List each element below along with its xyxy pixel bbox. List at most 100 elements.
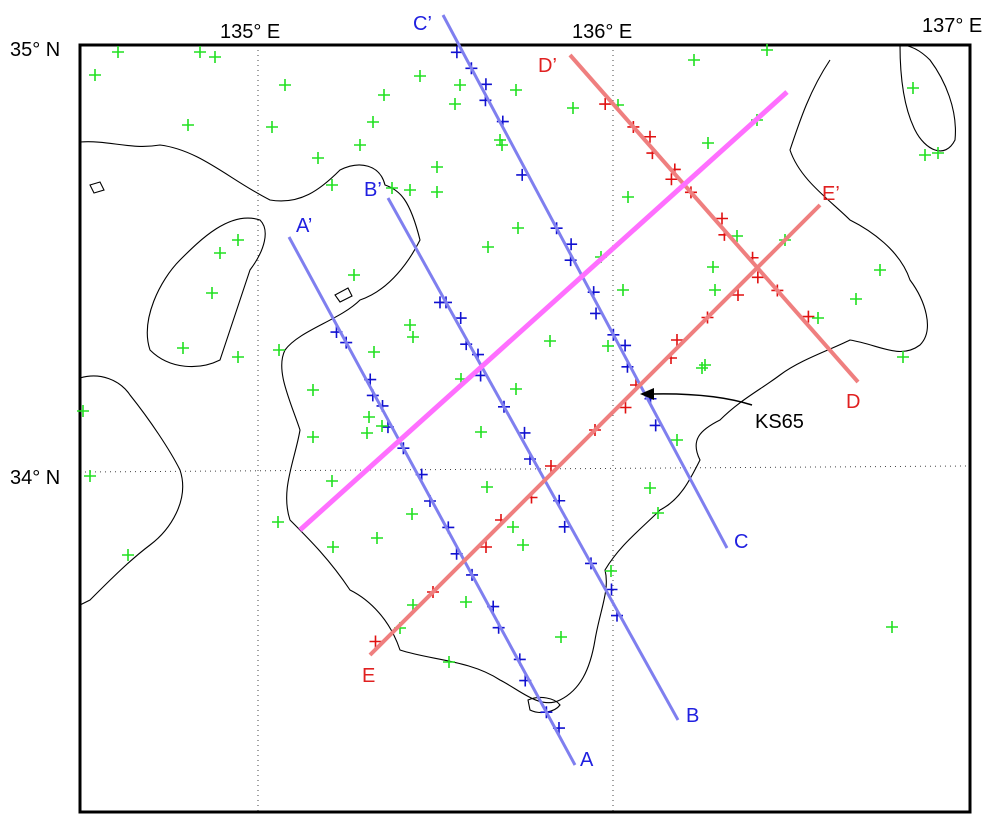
station-pointer <box>640 388 753 406</box>
station-marker <box>112 46 124 58</box>
station-marker <box>273 344 285 356</box>
station-marker <box>307 384 319 396</box>
station-marker <box>404 184 416 196</box>
station-marker <box>599 98 612 111</box>
station-marker <box>732 289 744 301</box>
station-marker <box>619 339 632 352</box>
station-marker <box>512 222 524 234</box>
profile-a <box>287 236 577 766</box>
station-marker <box>406 508 418 520</box>
station-marker <box>907 82 919 94</box>
profile-label: E <box>362 665 375 687</box>
station-marker <box>545 460 557 472</box>
station-marker <box>644 482 656 494</box>
station-marker <box>699 359 711 371</box>
station-marker <box>619 401 632 414</box>
station-marker <box>480 541 492 553</box>
station-label: KS65 <box>755 411 804 433</box>
station-marker <box>272 516 284 528</box>
station-marker <box>404 319 416 331</box>
station-marker <box>371 532 383 544</box>
station-marker <box>327 541 339 553</box>
coast-east <box>899 44 956 152</box>
station-marker <box>307 431 319 443</box>
station-marker <box>688 54 700 66</box>
station-marker <box>194 46 206 58</box>
station-marker <box>751 271 764 284</box>
station-marker <box>376 420 388 432</box>
station-marker <box>182 119 194 131</box>
station-marker <box>84 470 96 482</box>
station-marker <box>475 426 487 438</box>
station-marker <box>644 130 656 143</box>
station-marker <box>605 583 618 596</box>
profile-label: C <box>734 531 748 553</box>
station-marker <box>89 69 101 81</box>
station-marker <box>312 152 324 164</box>
profile-label: A <box>580 749 594 771</box>
lon-label: 137° E <box>922 15 982 37</box>
coast-west <box>79 375 184 606</box>
station-marker <box>363 411 375 423</box>
station-marker <box>665 173 678 186</box>
station-marker <box>919 149 931 161</box>
station-marker <box>850 293 862 305</box>
lon-label: 136° E <box>572 21 632 43</box>
lat-label: 34° N <box>10 467 60 489</box>
station-marker <box>702 137 714 149</box>
profile-lines <box>287 14 860 766</box>
station-marker <box>454 312 467 325</box>
station-marker <box>874 264 886 276</box>
labels: 135° E 136° E 137° E 35° N 34° N A’ A B’… <box>10 13 982 771</box>
station-marker <box>279 79 291 91</box>
lat-label: 35° N <box>10 39 60 61</box>
station-marker <box>368 346 380 358</box>
profile-label: A’ <box>296 215 312 237</box>
profile-label: C’ <box>413 13 432 35</box>
station-marker <box>649 419 662 432</box>
station-marker <box>474 369 487 382</box>
profile-label: B’ <box>364 179 382 201</box>
station-marker <box>177 342 189 354</box>
station-marker <box>386 182 398 194</box>
arrow-line <box>651 393 753 406</box>
station-marker <box>517 539 529 551</box>
station-marker <box>378 89 390 101</box>
station-marker <box>507 521 519 533</box>
station-marker <box>449 98 461 110</box>
station-marker <box>431 186 443 198</box>
station-marker <box>812 312 824 324</box>
station-marker <box>510 84 522 96</box>
station-marker <box>361 427 373 439</box>
station-marker <box>214 247 226 259</box>
station-marker <box>544 335 556 347</box>
station-marker <box>567 102 579 114</box>
station-marker <box>369 635 382 648</box>
station-marker <box>232 351 244 363</box>
station-marker <box>555 631 567 643</box>
station-marker <box>494 134 506 146</box>
profile-d <box>568 53 860 384</box>
station-marker <box>414 70 426 82</box>
coastline <box>79 44 956 714</box>
station-marker <box>354 139 366 151</box>
station-marker <box>367 116 379 128</box>
station-marker <box>496 139 508 151</box>
station-marker <box>518 426 531 439</box>
station-marker <box>450 46 463 59</box>
profile-label: D’ <box>538 55 557 77</box>
station-marker <box>510 383 522 395</box>
station-marker <box>407 599 419 611</box>
station-marker <box>897 351 909 363</box>
station-marker <box>932 147 944 159</box>
station-marker <box>652 507 664 519</box>
station-marker <box>761 44 773 56</box>
station-marker <box>590 307 603 320</box>
profile-b <box>386 197 680 721</box>
station-marker <box>348 269 360 281</box>
station-marker <box>602 340 614 352</box>
station-marker <box>479 78 492 91</box>
station-marker <box>707 261 719 273</box>
station-marker <box>431 161 443 173</box>
